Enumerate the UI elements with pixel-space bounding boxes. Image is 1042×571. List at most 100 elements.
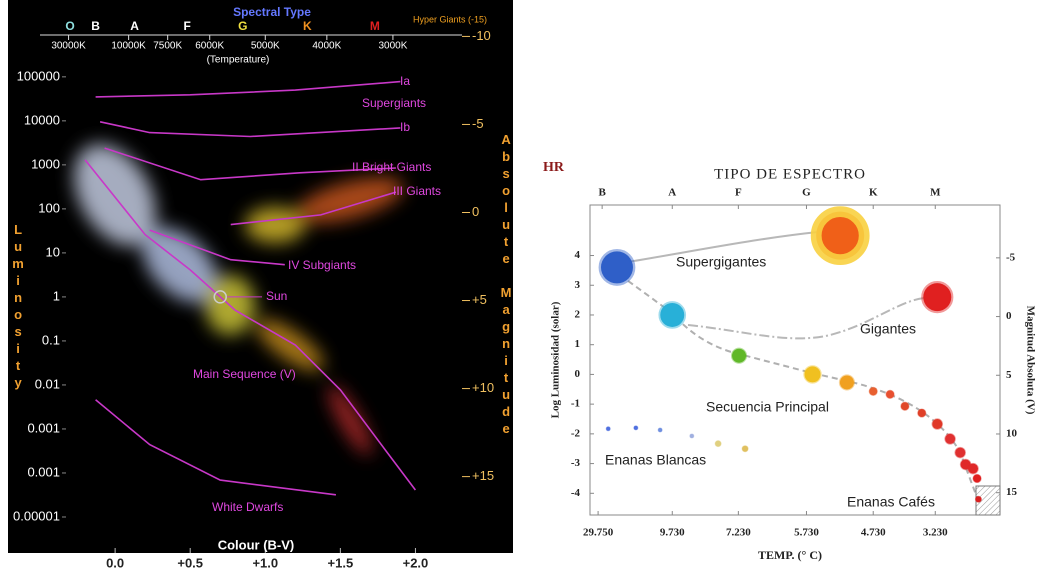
x-tick-label: 5.730	[794, 527, 819, 539]
y-tick-label: 0.00001	[13, 508, 60, 523]
class-label: Ib	[400, 120, 410, 134]
y2-tick-label: -5	[1006, 251, 1016, 263]
spectral-letter: F	[184, 19, 191, 33]
chart-subtitle: (Temperature)	[207, 55, 270, 66]
y-tick-label: -2	[571, 427, 581, 439]
star	[742, 446, 748, 452]
star	[634, 426, 638, 430]
x2-tick-label: 6000K	[195, 41, 224, 52]
y2-axis-title: Magnitud Absoluta (V)	[1024, 306, 1036, 415]
series-label: Enanas Blancas	[605, 452, 706, 468]
sun-label: Sun	[266, 289, 287, 303]
star	[658, 428, 662, 432]
star	[945, 434, 955, 444]
spectral-letter: A	[130, 19, 139, 33]
y-tick-label: 1000	[31, 156, 60, 171]
star	[601, 251, 633, 283]
series-label: Secuencia Principal	[706, 399, 829, 415]
star	[886, 390, 894, 398]
annotation: Hyper Giants (-15)	[413, 14, 487, 24]
x-tick-label: +1.5	[328, 555, 354, 570]
x2-tick-label: 5000K	[251, 41, 280, 52]
y-tick-label: 0.01	[35, 376, 60, 391]
series-label: Supergigantes	[676, 254, 766, 270]
annotation: Enanas Cafés	[847, 494, 935, 510]
y2-tick-label: +15	[472, 468, 494, 483]
y2-tick-label: 0	[472, 204, 479, 219]
y-tick-label: 0.1	[42, 332, 60, 347]
x-tick-label: +0.5	[177, 555, 203, 570]
star	[816, 212, 864, 260]
left-chart: 1000001000010001001010.10.010.0010.0010.…	[8, 0, 514, 570]
star	[715, 441, 721, 447]
star	[901, 402, 909, 410]
page: 1000001000010001001010.10.010.0010.0010.…	[0, 0, 1042, 571]
x-tick-label: +1.0	[252, 555, 278, 570]
y2-tick-label: -10	[472, 28, 491, 43]
y2-tick-label: 5	[1006, 369, 1012, 381]
star	[968, 464, 978, 474]
y2-tick-label: +5	[472, 292, 487, 307]
x2-tick-label: 30000K	[51, 41, 86, 52]
x-tick-label: 9.730	[660, 527, 685, 539]
y-tick-label: -1	[571, 398, 580, 410]
y-tick-label: 1	[575, 338, 581, 350]
y-axis-title: Luminosity	[11, 222, 26, 392]
y2-tick-label: -5	[472, 116, 484, 131]
x2-tick-label: K	[869, 187, 878, 199]
x2-tick-label: B	[598, 187, 606, 199]
y-tick-label: -4	[571, 487, 581, 499]
x-tick-label: 4.730	[861, 527, 886, 539]
star	[918, 409, 926, 417]
x2-tick-label: 7500K	[153, 41, 182, 52]
class-label: Main Sequence (V)	[193, 367, 296, 381]
y-tick-label: 0	[575, 368, 581, 380]
class-label: White Dwarfs	[212, 500, 283, 514]
y2-axis-title: Absolute Magnitude	[499, 132, 514, 438]
y-tick-label: 10	[46, 244, 60, 259]
class-label: II Bright Giants	[352, 160, 431, 174]
plot-frame	[590, 205, 1000, 515]
x-tick-label: +2.0	[403, 555, 429, 570]
x-tick-label: 0.0	[106, 555, 124, 570]
x2-tick-label: F	[735, 187, 742, 199]
chart-title: Spectral Type	[233, 5, 311, 19]
x-tick-label: 3.230	[923, 527, 948, 539]
chart-title: TIPO DE ESPECTRO	[714, 166, 866, 182]
star	[869, 387, 877, 395]
star	[840, 375, 854, 389]
x-tick-label: 29.750	[583, 527, 614, 539]
y-tick-label: 0.001	[27, 420, 60, 435]
y2-tick-label: 0	[1006, 310, 1012, 322]
x2-tick-label: M	[930, 187, 941, 199]
y2-tick-label: +10	[472, 380, 494, 395]
y2-tick-label: 10	[1006, 428, 1018, 440]
y-tick-label: 100	[38, 200, 60, 215]
x2-tick-label: 4000K	[312, 41, 341, 52]
y-axis-title: Log Luminosidad (solar)	[550, 301, 562, 418]
left-panel	[8, 0, 513, 553]
x-axis-title: TEMP. (° C)	[758, 548, 822, 562]
spectral-letter: K	[303, 19, 312, 33]
star	[932, 419, 942, 429]
y-tick-label: -3	[571, 457, 581, 469]
y-tick-label: 3	[575, 279, 581, 291]
y-tick-label: 10000	[24, 112, 60, 127]
annotation: Supergiants	[362, 96, 426, 110]
spectral-letter: M	[370, 19, 380, 33]
star	[955, 448, 965, 458]
x2-tick-label: A	[668, 187, 676, 199]
star	[732, 349, 746, 363]
spectral-letter: G	[238, 19, 247, 33]
x-tick-label: 7.230	[726, 527, 751, 539]
class-label: IV Subgiants	[288, 258, 356, 272]
x2-tick-label: 10000K	[111, 41, 146, 52]
spectral-letter: B	[91, 19, 100, 33]
spectral-letter: O	[65, 19, 74, 33]
class-label: III Giants	[393, 184, 441, 198]
y-tick-label: 2	[575, 309, 581, 321]
y-tick-label: 100000	[17, 68, 60, 83]
y-tick-label: 0.001	[27, 464, 60, 479]
corner-label: HR	[543, 160, 565, 175]
